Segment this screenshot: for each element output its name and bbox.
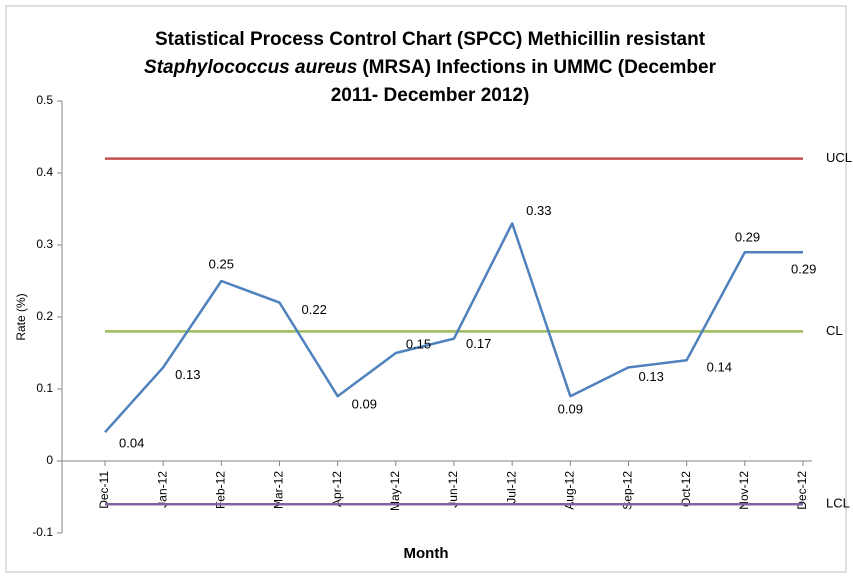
y-tick-label: 0.4 <box>36 165 53 179</box>
data-label: 0.04 <box>119 436 144 451</box>
y-tick-label: -0.1 <box>32 525 53 539</box>
data-label: 0.29 <box>735 230 760 245</box>
chart-title: Statistical Process Control Chart (SPCC)… <box>155 29 706 50</box>
x-tick-label: Mar-12 <box>272 471 286 509</box>
series-line <box>104 222 803 434</box>
data-label: 0.29 <box>791 262 816 277</box>
control-limit-label: CL <box>826 323 843 338</box>
control-limit-label: UCL <box>826 150 852 165</box>
y-tick-label: 0.5 <box>36 93 53 107</box>
y-tick-label: 0.1 <box>36 381 53 395</box>
chart-frame <box>5 5 847 573</box>
chart-title: 2011- December 2012) <box>331 85 530 106</box>
chart-title-rest: (MRSA) Infections in UMMC (December <box>362 57 716 78</box>
data-label: 0.13 <box>639 369 664 384</box>
x-tick-label: Dec-12 <box>795 471 809 510</box>
y-tick-label: 0 <box>46 453 53 467</box>
x-tick-label: Jun-12 <box>446 471 460 508</box>
x-tick-label: Aug-12 <box>563 471 577 510</box>
data-label: 0.09 <box>558 402 583 417</box>
control-limit-label: LCL <box>826 496 850 511</box>
x-tick-label: Jan-12 <box>155 471 169 508</box>
x-tick-label: Nov-12 <box>737 471 751 510</box>
y-tick-label: 0.3 <box>36 237 53 251</box>
x-tick-label: May-12 <box>388 471 402 511</box>
data-label: 0.25 <box>209 256 234 271</box>
data-label: 0.17 <box>466 336 491 351</box>
data-label: 0.13 <box>175 367 200 382</box>
x-tick-label: Dec-11 <box>97 471 111 509</box>
data-label: 0.15 <box>406 336 431 351</box>
x-tick-label: Sep-12 <box>621 471 635 510</box>
chart-title: Staphylococcus aureus (MRSA) Infections i… <box>144 57 717 78</box>
data-label: 0.33 <box>526 203 551 218</box>
data-label: 0.22 <box>302 302 327 317</box>
y-tick-label: 0.2 <box>36 309 53 323</box>
data-label: 0.09 <box>352 397 377 412</box>
data-label: 0.14 <box>707 360 732 375</box>
x-tick-label: Jul-12 <box>504 471 518 504</box>
y-axis-title: Rate (%) <box>14 293 28 340</box>
chart-title-italic: Staphylococcus aureus <box>144 57 357 78</box>
x-tick-label: Feb-12 <box>214 471 228 509</box>
x-tick-label: Apr-12 <box>330 471 344 507</box>
x-tick-label: Oct-12 <box>679 471 693 507</box>
x-axis-title: Month <box>404 545 449 562</box>
